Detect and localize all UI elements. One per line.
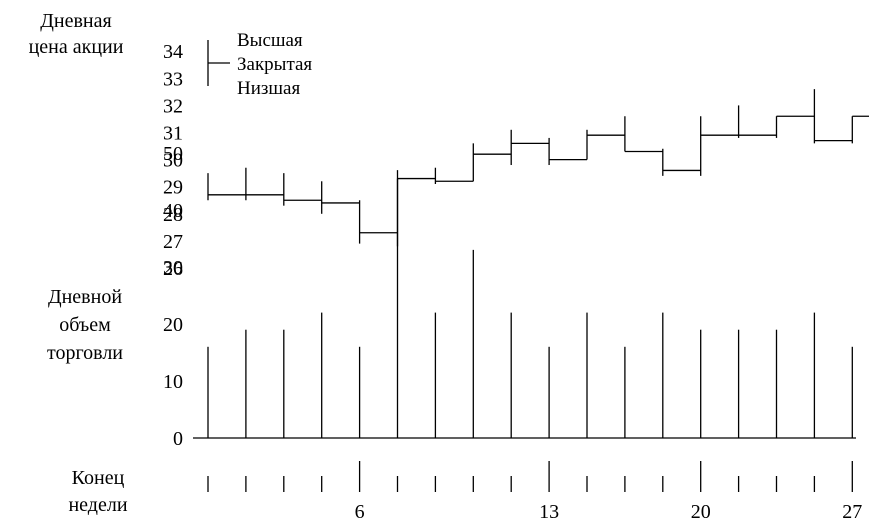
volume-ylabel-line-1: Дневной: [48, 286, 122, 308]
price-ytick-label: 32: [163, 95, 183, 117]
price-ytick-label: 30: [163, 150, 183, 172]
legend-high: Высшая: [237, 30, 303, 51]
volume-bars: [207, 170, 853, 438]
price-ytick-label: 31: [163, 123, 183, 145]
price-yticks: 34 33 32 31 30 29 28 27 26: [163, 41, 183, 280]
volume-yticks: 50 40 30 20 10 0: [163, 143, 183, 450]
xaxis-ticks: 6 13 20 27: [207, 461, 862, 520]
volume-ylabel: Дневной объем торговли: [47, 286, 123, 364]
volume-ytick-label: 10: [163, 371, 183, 393]
price-ylabel-line-1: Дневная: [40, 10, 111, 32]
xaxis-tick-label: 20: [691, 501, 711, 520]
volume-ytick-label: 50: [163, 143, 183, 165]
price-bars: [207, 89, 869, 247]
price-ylabel-line-2: цена акции: [29, 36, 124, 58]
price-ytick-label: 34: [163, 41, 183, 63]
price-ytick-label: 33: [163, 68, 183, 90]
price-ytick-label: 26: [163, 258, 183, 280]
xaxis-tick-label: 13: [539, 501, 559, 520]
volume-ytick-label: 0: [173, 428, 183, 450]
legend-low: Низшая: [237, 78, 300, 99]
xaxis-tick-label: 6: [355, 501, 365, 520]
price-ytick-label: 27: [163, 231, 183, 253]
xaxis-label-line-1: Конец: [72, 467, 125, 489]
price-ylabel: Дневная цена акции: [29, 10, 124, 58]
xaxis-label: Конец недели: [68, 467, 127, 516]
price-ytick-label: 28: [163, 204, 183, 226]
xaxis-tick-label: 27: [842, 501, 862, 520]
volume-ylabel-line-3: торговли: [47, 342, 123, 364]
volume-ytick-label: 20: [163, 314, 183, 336]
volume-ytick-label: 30: [163, 257, 183, 279]
price-ytick-label: 29: [163, 177, 183, 199]
legend-close: Закрытая: [237, 54, 312, 75]
volume-ylabel-line-2: объем: [59, 314, 111, 336]
legend: Высшая Закрытая Низшая: [207, 30, 312, 99]
volume-ytick-label: 40: [163, 200, 183, 222]
xaxis-label-line-2: недели: [68, 494, 127, 516]
